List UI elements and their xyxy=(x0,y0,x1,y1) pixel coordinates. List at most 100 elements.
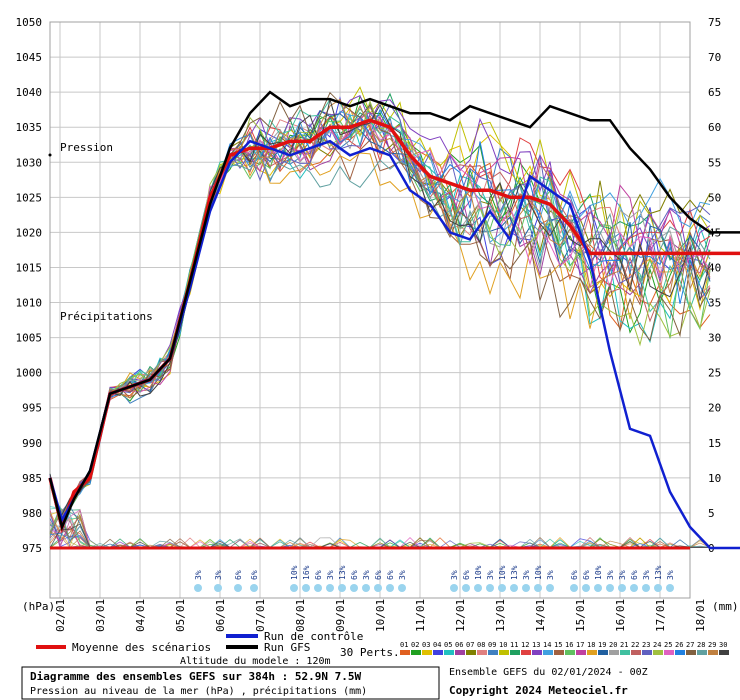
right-tick-label: 10 xyxy=(708,472,721,485)
x-tick-label: 08/01 xyxy=(294,599,307,632)
precip-icon xyxy=(302,584,310,592)
precip-percent-label: 3% xyxy=(362,570,371,580)
precip-percent-label: 6% xyxy=(234,570,243,580)
precip-icon xyxy=(570,584,578,592)
left-tick-label: 1050 xyxy=(16,16,43,29)
precip-icon xyxy=(398,584,406,592)
ensemble-member-line xyxy=(49,98,711,516)
pressure-annotation-dot xyxy=(48,153,52,157)
pert-color-swatch xyxy=(554,650,564,655)
pert-number-label: 07 xyxy=(466,641,474,649)
precip-percent-label: 3% xyxy=(214,570,223,580)
pressure-annotation: Pression xyxy=(60,141,113,154)
left-tick-label: 1025 xyxy=(16,191,43,204)
legend-mean-label: Moyenne des scénarios xyxy=(72,641,211,654)
legend-control-label: Run de contrôle xyxy=(264,630,363,643)
left-tick-label: 1010 xyxy=(16,297,43,310)
pert-number-label: 21 xyxy=(620,641,628,649)
pert-number-label: 03 xyxy=(422,641,430,649)
precip-percent-label: 13% xyxy=(338,565,347,580)
pert-number-label: 22 xyxy=(631,641,639,649)
pert-color-swatch xyxy=(433,650,443,655)
right-tick-label: 75 xyxy=(708,16,721,29)
left-axis-unit: (hPa) xyxy=(22,600,55,613)
precip-percent-label: 10% xyxy=(290,565,299,580)
info-box-title: Diagramme des ensembles GEFS sur 384h : … xyxy=(30,670,362,683)
pert-number-label: 13 xyxy=(532,641,540,649)
pert-color-swatch xyxy=(422,650,432,655)
right-tick-label: 35 xyxy=(708,297,721,310)
pert-number-label: 23 xyxy=(642,641,650,649)
precip-percent-label: 6% xyxy=(374,570,383,580)
pert-number-label: 09 xyxy=(488,641,496,649)
left-tick-label: 990 xyxy=(22,437,42,450)
pert-color-swatch xyxy=(587,650,597,655)
right-tick-label: 60 xyxy=(708,121,721,134)
pert-color-swatch xyxy=(466,650,476,655)
pert-number-label: 29 xyxy=(708,641,716,649)
legend-perts-label: 30 Perts. xyxy=(340,646,400,659)
right-axis-unit: (mm) xyxy=(712,600,739,613)
precip-percent-label: 10% xyxy=(534,565,543,580)
pert-color-swatch xyxy=(532,650,542,655)
copyright: Copyright 2024 Meteociel.fr xyxy=(449,684,628,697)
precip-percent-label: 6% xyxy=(582,570,591,580)
pert-color-swatch xyxy=(565,650,575,655)
precip-percent-label: 6% xyxy=(250,570,259,580)
left-tick-label: 980 xyxy=(22,507,42,520)
pert-color-swatch xyxy=(455,650,465,655)
precip-percent-row: 3% 3% 6% 6% 10% 16% 6% 3% 13% 6% 3% 6% 6% 3% 3% 6% 10% 3%… xyxy=(194,565,675,592)
pert-color-swatch xyxy=(620,650,630,655)
pert-color-swatch xyxy=(576,650,586,655)
left-tick-label: 995 xyxy=(22,402,42,415)
precip-icon xyxy=(498,584,506,592)
precip-icon xyxy=(522,584,530,592)
pert-number-label: 10 xyxy=(499,641,507,649)
precip-icon xyxy=(214,584,222,592)
pert-color-swatch xyxy=(444,650,454,655)
pert-color-swatch xyxy=(499,650,509,655)
pert-number-label: 15 xyxy=(554,641,562,649)
left-tick-label: 1035 xyxy=(16,121,43,134)
legend-gfs-label: Run GFS xyxy=(264,641,310,654)
x-tick-label: 18/01 xyxy=(694,599,707,632)
x-tick-label: 03/01 xyxy=(94,599,107,632)
precip-icon xyxy=(594,584,602,592)
pert-number-label: 05 xyxy=(444,641,452,649)
precip-percent-label: 6% xyxy=(630,570,639,580)
pert-number-label: 27 xyxy=(686,641,694,649)
ensemble-member-line xyxy=(49,108,711,518)
pert-color-swatch xyxy=(400,650,410,655)
pert-color-swatch xyxy=(664,650,674,655)
right-tick-label: 25 xyxy=(708,367,721,380)
pert-number-label: 04 xyxy=(433,641,441,649)
x-tick-label: 17/01 xyxy=(654,599,667,632)
precip-percent-label: 3% xyxy=(642,570,651,580)
precip-percent-label: 3% xyxy=(194,570,203,580)
right-tick-label: 5 xyxy=(708,507,715,520)
precip-icon xyxy=(450,584,458,592)
precip-percent-label: 3% xyxy=(666,570,675,580)
pert-number-label: 08 xyxy=(477,641,485,649)
precip-percent-label: 6% xyxy=(386,570,395,580)
precip-percent-label: 3% xyxy=(326,570,335,580)
pert-color-swatch xyxy=(609,650,619,655)
pert-color-swatch xyxy=(411,650,421,655)
x-tick-label: 06/01 xyxy=(214,599,227,632)
x-tick-label: 10/01 xyxy=(374,599,387,632)
pert-color-swatch xyxy=(642,650,652,655)
ensemble-member-line xyxy=(49,95,711,522)
pert-color-swatch xyxy=(708,650,718,655)
x-tick-label: 12/01 xyxy=(454,599,467,632)
x-tick-label: 11/01 xyxy=(414,599,427,632)
left-tick-label: 1030 xyxy=(16,156,43,169)
precip-icon xyxy=(534,584,542,592)
precip-icon xyxy=(654,584,662,592)
pert-number-label: 24 xyxy=(653,641,661,649)
precip-icon xyxy=(326,584,334,592)
ensemble-member-line xyxy=(49,152,711,517)
x-tick-label: 13/01 xyxy=(494,599,507,632)
main-series-lines xyxy=(48,90,740,550)
